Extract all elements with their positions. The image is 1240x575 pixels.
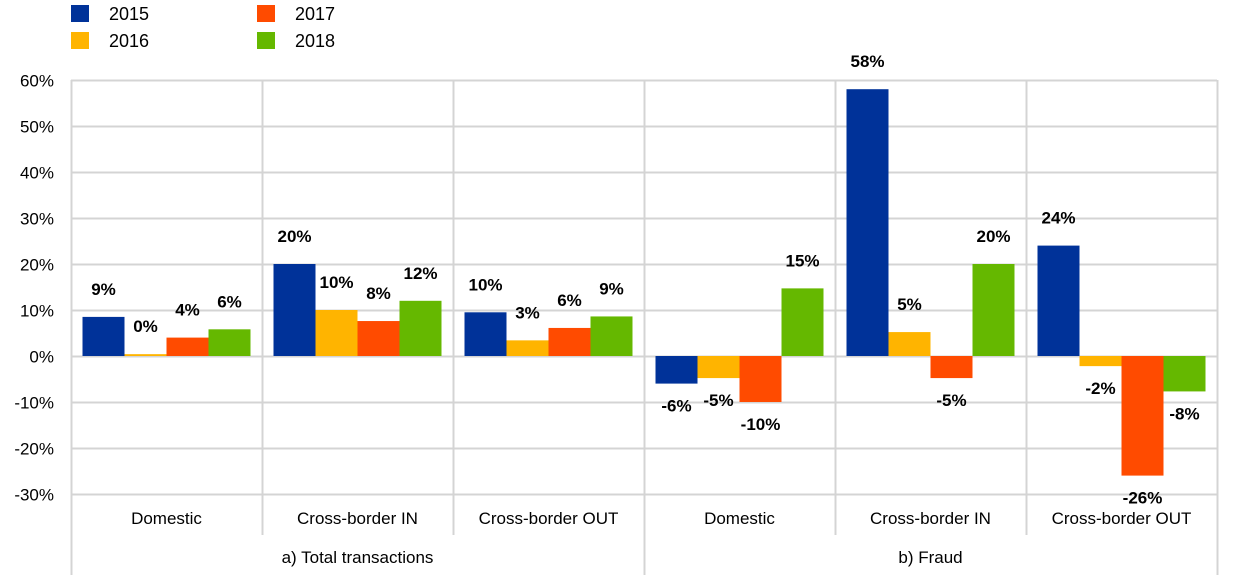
bar-2017 <box>548 327 591 356</box>
category-label: Cross-border OUT <box>479 509 619 528</box>
bar-2015 <box>82 316 125 356</box>
bar-2017 <box>1121 356 1164 476</box>
data-label: 6% <box>557 291 582 310</box>
bar-2015 <box>1037 245 1080 356</box>
bar-2016 <box>697 356 740 379</box>
legend-label: 2015 <box>109 4 149 24</box>
data-label: 9% <box>91 280 116 299</box>
bar-2017 <box>739 356 782 402</box>
bar-2015 <box>846 89 889 356</box>
data-label: 9% <box>599 279 624 298</box>
data-label: -5% <box>703 391 733 410</box>
bar-2018 <box>208 329 251 356</box>
category-label: Domestic <box>131 509 202 528</box>
bar-2017 <box>166 337 209 356</box>
legend-label: 2016 <box>109 31 149 51</box>
y-tick-label: 60% <box>20 72 54 91</box>
data-label: -8% <box>1169 404 1199 423</box>
data-label: 15% <box>785 251 819 270</box>
y-axis: 60% 50% 40% 30% 20% 10% 0% -10% -20% -30% <box>14 72 54 505</box>
data-label: 8% <box>366 284 391 303</box>
legend-swatch-2015 <box>71 5 89 22</box>
y-tick-label: 10% <box>20 302 54 321</box>
data-label: -2% <box>1085 379 1115 398</box>
bars <box>82 89 1206 476</box>
data-label: 0% <box>133 317 158 336</box>
data-labels: 9% 0% 4% 6% 20% 10% 8% 12% 10% 3% 6% 9% -6% -5% -10% 15… <box>91 52 1199 507</box>
category-label: Cross-border OUT <box>1052 509 1192 528</box>
bar-2016 <box>124 354 167 356</box>
y-tick-label: 40% <box>20 164 54 183</box>
y-tick-label: -30% <box>14 486 54 505</box>
bar-2018 <box>1163 356 1206 392</box>
y-tick-label: -10% <box>14 394 54 413</box>
y-tick-label: 30% <box>20 210 54 229</box>
category-label: Domestic <box>704 509 775 528</box>
bar-2016 <box>1079 356 1122 367</box>
data-label: 5% <box>897 295 922 314</box>
data-label: -26% <box>1123 489 1163 508</box>
data-label: 20% <box>976 227 1010 246</box>
y-tick-label: 0% <box>29 348 54 367</box>
bar-2016 <box>506 340 549 356</box>
y-tick-label: 20% <box>20 256 54 275</box>
category-label: Cross-border IN <box>870 509 991 528</box>
y-tick-label: -20% <box>14 440 54 459</box>
legend-swatch-2016 <box>71 32 89 49</box>
legend: 2015 2016 2017 2018 <box>71 4 335 51</box>
bar-2018 <box>590 316 633 356</box>
legend-swatch-2017 <box>257 5 275 22</box>
data-label: 3% <box>515 303 540 322</box>
bar-2018 <box>972 264 1015 356</box>
bar-2016 <box>888 332 931 356</box>
group-label: a) Total transactions <box>282 548 434 567</box>
legend-swatch-2018 <box>257 32 275 49</box>
bar-2015 <box>655 356 698 384</box>
data-label: 10% <box>319 273 353 292</box>
category-label: Cross-border IN <box>297 509 418 528</box>
data-label: 4% <box>175 301 200 320</box>
data-label: 10% <box>468 275 502 294</box>
bar-2016 <box>315 310 358 356</box>
legend-label: 2017 <box>295 4 335 24</box>
bar-2018 <box>399 300 442 356</box>
bar-2015 <box>464 312 507 356</box>
group-label: b) Fraud <box>898 548 962 567</box>
bar-2017 <box>930 356 973 379</box>
data-label: 6% <box>217 292 242 311</box>
gridlines <box>70 79 1219 496</box>
bar-2017 <box>357 321 400 356</box>
data-label: -10% <box>741 415 781 434</box>
bar-2018 <box>781 288 824 356</box>
data-label: 12% <box>403 264 437 283</box>
data-label: 24% <box>1041 209 1075 228</box>
data-label: 58% <box>850 52 884 71</box>
data-label: 20% <box>277 227 311 246</box>
legend-label: 2018 <box>295 31 335 51</box>
data-label: -5% <box>936 391 966 410</box>
y-tick-label: 50% <box>20 118 54 137</box>
bar-2015 <box>273 264 316 356</box>
x-axis: Domestic Cross-border IN Cross-border OUT D… <box>70 494 1219 575</box>
data-label: -6% <box>661 397 691 416</box>
